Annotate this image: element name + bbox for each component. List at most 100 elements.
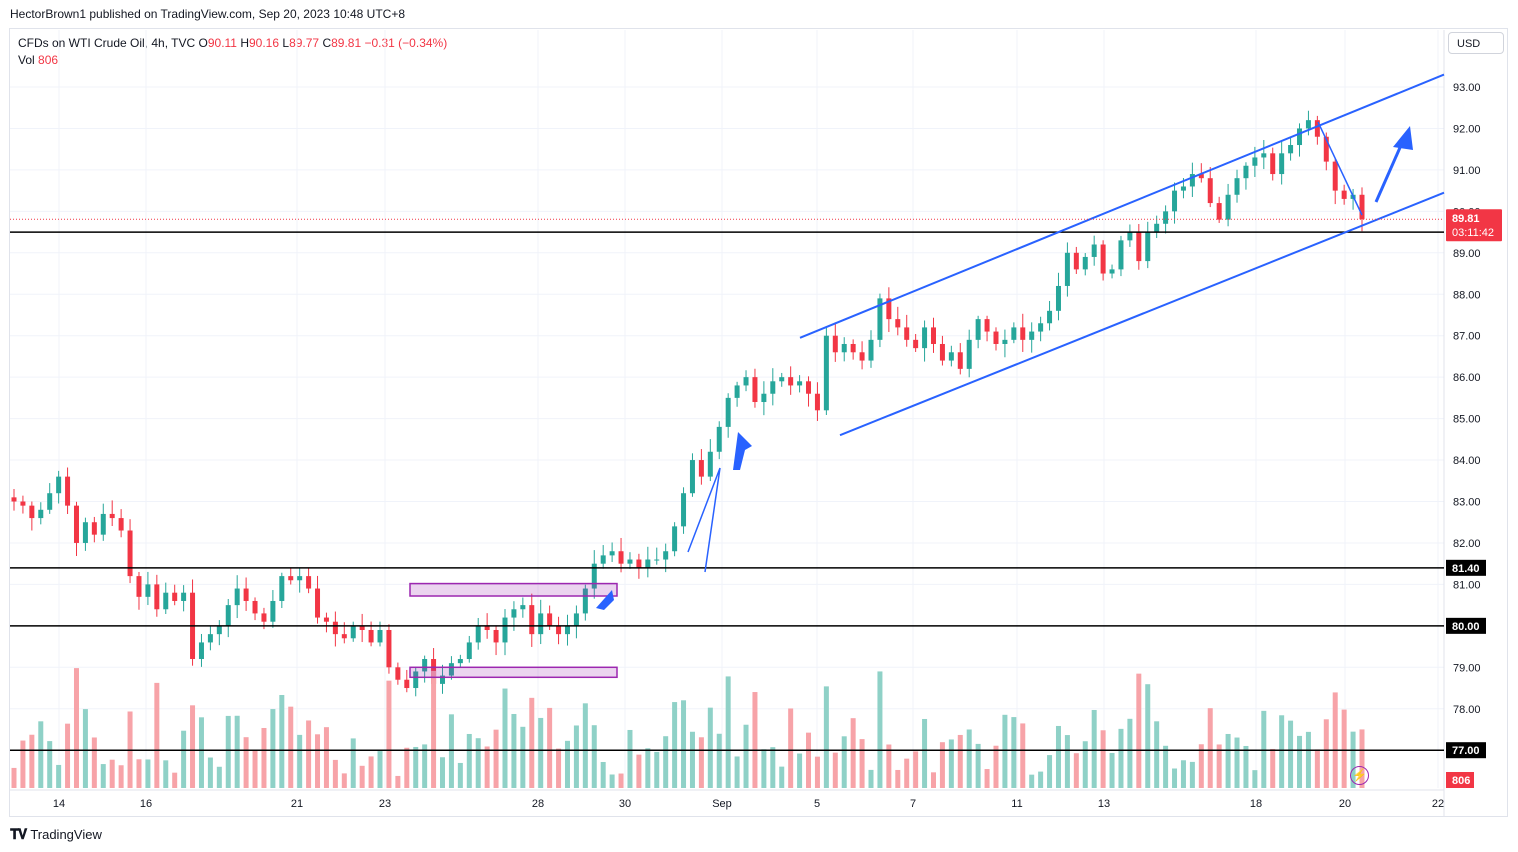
candle-body bbox=[904, 327, 910, 340]
volume-bar bbox=[341, 773, 347, 788]
volume-bar bbox=[681, 700, 687, 788]
currency-button[interactable]: USD bbox=[1448, 32, 1504, 54]
time-tick-label: 13 bbox=[1098, 798, 1110, 810]
candle-body bbox=[1243, 165, 1249, 179]
lightning-icon[interactable]: ⚡ bbox=[1350, 766, 1369, 785]
candle-body bbox=[136, 576, 142, 597]
candle-body bbox=[341, 634, 347, 639]
candle-body bbox=[145, 584, 151, 597]
price-tick-label: 92.00 bbox=[1453, 123, 1481, 135]
candle-body bbox=[270, 600, 276, 622]
candle-body bbox=[1314, 120, 1320, 137]
volume-bar bbox=[225, 715, 231, 788]
candle-body bbox=[841, 343, 847, 353]
candle-body bbox=[1136, 232, 1142, 262]
candle-body bbox=[1172, 190, 1178, 212]
volume-bar bbox=[190, 705, 196, 788]
forecast-arrow-shaft bbox=[1374, 142, 1404, 203]
volume-bar bbox=[82, 709, 88, 788]
candle-body bbox=[975, 319, 981, 340]
candle-body bbox=[198, 642, 204, 660]
candle-body bbox=[814, 393, 820, 411]
volume-bar bbox=[895, 769, 901, 788]
candle-body bbox=[689, 460, 695, 494]
volume-bar bbox=[1198, 744, 1204, 788]
volume-bar bbox=[975, 743, 981, 788]
volume-bar bbox=[877, 671, 883, 788]
volume-bar bbox=[1234, 737, 1240, 788]
candle-body bbox=[1332, 161, 1338, 191]
legend-volume-row: Vol 806 bbox=[18, 52, 447, 69]
candle-body bbox=[850, 343, 856, 353]
time-tick-label: 16 bbox=[140, 798, 152, 810]
volume-bar bbox=[859, 739, 865, 788]
time-tick-label: 28 bbox=[532, 798, 544, 810]
volume-bar bbox=[207, 757, 213, 788]
candle-body bbox=[20, 501, 26, 506]
volume-bar bbox=[332, 759, 338, 788]
volume-bar bbox=[841, 736, 847, 788]
candle-body bbox=[234, 588, 240, 606]
legend-open-label: O bbox=[198, 36, 208, 50]
volume-bar bbox=[243, 737, 249, 788]
volume-bar bbox=[779, 766, 785, 788]
volume-bar bbox=[1216, 744, 1222, 788]
candle-body bbox=[939, 343, 945, 361]
volume-label-bg bbox=[1446, 772, 1474, 788]
candle-body bbox=[1091, 244, 1097, 257]
legend-volume-label: Vol bbox=[18, 53, 35, 67]
candle-body bbox=[1064, 252, 1070, 286]
volume-bar bbox=[118, 765, 124, 788]
price-tick-label: 88.00 bbox=[1453, 289, 1481, 301]
volume-bar bbox=[136, 759, 142, 788]
price-tick-label: 84.00 bbox=[1453, 455, 1481, 467]
candle-body bbox=[1180, 186, 1186, 191]
volume-bar bbox=[1091, 709, 1097, 788]
level-label-bg bbox=[1446, 559, 1486, 576]
supply-demand-zone bbox=[409, 666, 618, 679]
candle-body bbox=[529, 605, 535, 635]
candle-body bbox=[993, 331, 999, 344]
chart-frame bbox=[9, 28, 1508, 817]
candle-body bbox=[1207, 178, 1213, 204]
price-tick-label: 86.00 bbox=[1453, 372, 1481, 384]
candle-body bbox=[1323, 136, 1329, 162]
candle-body bbox=[163, 592, 169, 610]
candle-body bbox=[73, 505, 79, 543]
volume-bar bbox=[56, 764, 62, 788]
volume-bar bbox=[315, 734, 321, 788]
volume-bar bbox=[1109, 752, 1115, 788]
volume-bar bbox=[1002, 714, 1008, 788]
candle-body bbox=[1189, 174, 1195, 187]
candle-body bbox=[82, 522, 88, 543]
candle-body bbox=[118, 518, 124, 531]
candle-body bbox=[252, 600, 258, 614]
impulse-line bbox=[687, 467, 721, 573]
candle-body bbox=[1198, 174, 1204, 179]
candle-body bbox=[1127, 232, 1133, 241]
candle-body bbox=[681, 493, 687, 527]
volume-bar bbox=[1145, 684, 1151, 788]
legend-low-label: L bbox=[282, 36, 290, 50]
volume-bar bbox=[172, 772, 178, 788]
volume-bar bbox=[1305, 731, 1311, 788]
volume-bar bbox=[868, 769, 874, 788]
volume-bar bbox=[466, 733, 472, 788]
channel-lower-line bbox=[839, 191, 1445, 437]
footer-brand[interactable]: 𝐓𝐕 TradingView bbox=[10, 826, 102, 843]
level-label: 80.00 bbox=[1452, 621, 1480, 633]
volume-bar bbox=[1252, 770, 1258, 788]
volume-bar bbox=[1029, 774, 1035, 788]
candle-body bbox=[109, 513, 115, 519]
candle-body bbox=[832, 335, 838, 353]
candle-body bbox=[11, 497, 17, 502]
volume-label: 806 bbox=[1452, 775, 1470, 787]
volume-bar bbox=[502, 688, 508, 788]
candle-body bbox=[1154, 223, 1160, 233]
price-tick-label: 89.00 bbox=[1453, 248, 1481, 260]
candle-body bbox=[1073, 252, 1079, 270]
candle-body bbox=[600, 555, 606, 564]
candle-body bbox=[172, 592, 178, 601]
volume-bar bbox=[475, 738, 481, 788]
